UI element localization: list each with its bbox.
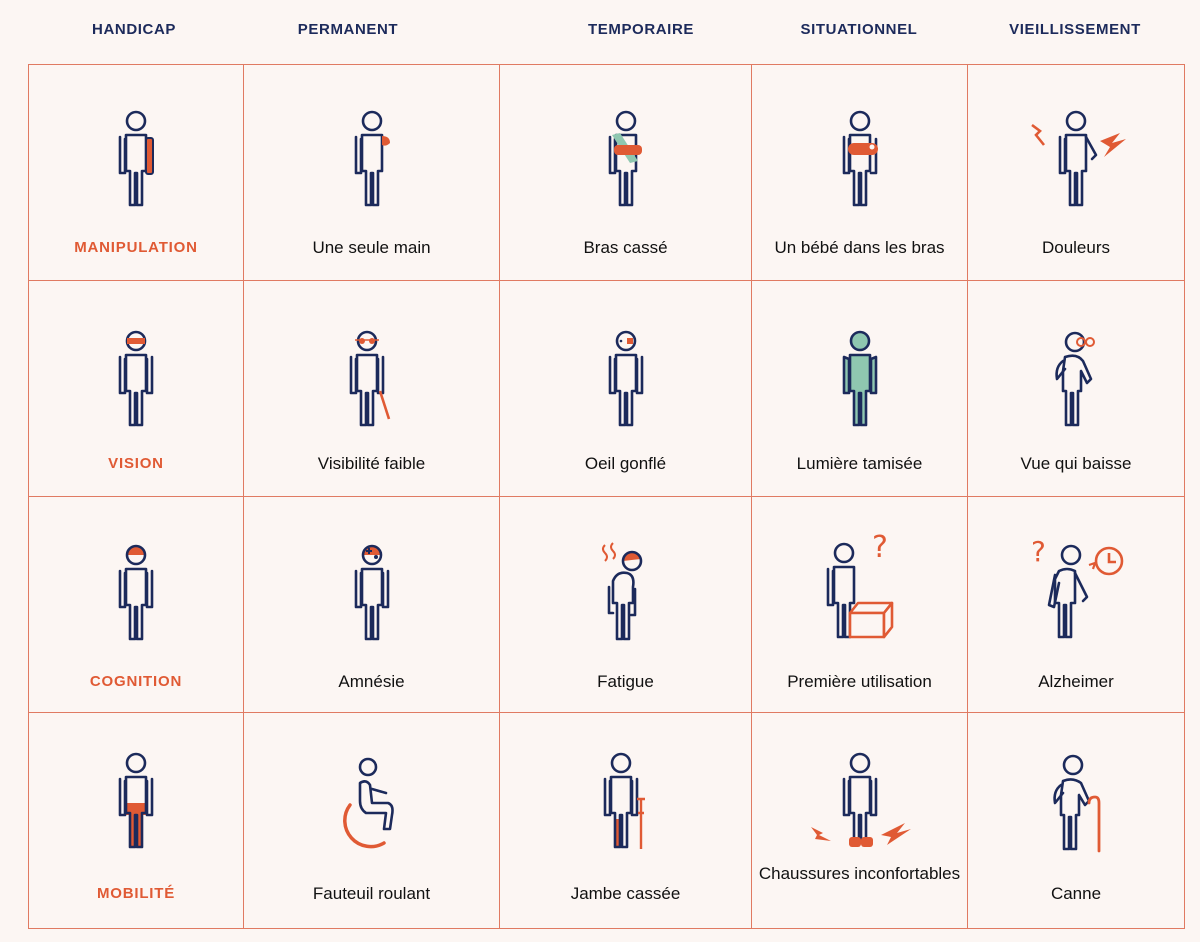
situationnel-label: Chaussures inconfortables — [758, 864, 961, 883]
cell-manipulation-category: MANIPULATION — [29, 65, 244, 281]
permanent-label: Amnésie — [338, 672, 405, 691]
permanent-label: Visibilité faible — [317, 454, 426, 473]
svg-text:?: ? — [872, 530, 888, 565]
uncomfortable-shoes-icon — [810, 752, 911, 847]
glasses-elder-icon — [1055, 331, 1095, 427]
cell-mobilite-permanent: Fauteuil roulant — [244, 713, 500, 929]
temporaire-label: Jambe cassée — [570, 884, 681, 903]
one-arm-icon — [354, 110, 390, 207]
temporaire-label: Fatigue — [597, 672, 654, 691]
cell-mobilite-situationnel: Chaussures inconfortables — [752, 713, 968, 929]
cell-vision-vieillissement: Vue qui baisse — [968, 281, 1185, 497]
temporaire-label: Bras cassé — [583, 238, 668, 257]
first-use-box-icon: ? — [826, 530, 893, 639]
vieillissement-label: Alzheimer — [1038, 672, 1114, 691]
pain-lightning-icon — [1031, 110, 1126, 207]
category-label: COGNITION — [89, 673, 183, 690]
header-temporaire: TEMPORAIRE — [587, 21, 694, 38]
wheelchair-icon — [342, 757, 394, 849]
category-label: MOBILITÉ — [96, 885, 176, 902]
cell-vision-situationnel: Lumière tamisée — [752, 281, 968, 497]
cell-vision-temporaire: Oeil gonflé — [500, 281, 752, 497]
cell-mobilite-vieillissement: Canne — [968, 713, 1185, 929]
vieillissement-label: Canne — [1050, 884, 1102, 903]
header-handicap: HANDICAP — [92, 21, 176, 38]
cell-cognition-category: COGNITION — [29, 497, 244, 713]
dim-light-icon — [842, 330, 877, 427]
disability-grid: MANIPULATION Une seule main Bras cassé — [28, 64, 1185, 929]
baby-in-arms-icon — [842, 110, 878, 207]
situationnel-label: Un bébé dans les bras — [774, 238, 945, 257]
fatigue-icon — [601, 542, 642, 641]
alzheimer-clock-icon: ? — [1031, 535, 1124, 639]
broken-arm-icon — [608, 110, 642, 207]
vieillissement-label: Douleurs — [1041, 238, 1111, 257]
legs-highlight-icon — [118, 752, 154, 849]
svg-text:?: ? — [1031, 535, 1046, 568]
cell-manipulation-vieillissement: Douleurs — [968, 65, 1185, 281]
blind-cane-icon — [349, 330, 390, 427]
cell-manipulation-temporaire: Bras cassé — [500, 65, 752, 281]
amnesia-icon — [354, 544, 389, 641]
category-label: VISION — [108, 455, 164, 472]
cell-cognition-vieillissement: ? Alzheimer — [968, 497, 1185, 713]
eyes-highlight-icon — [118, 330, 154, 427]
header-vieillissement: VIEILLISSEMENT — [1009, 21, 1141, 38]
cane-elder-icon — [1053, 754, 1101, 853]
cell-manipulation-situationnel: Un bébé dans les bras — [752, 65, 968, 281]
permanent-label: Fauteuil roulant — [312, 884, 431, 903]
situationnel-label: Première utilisation — [787, 672, 932, 691]
category-label: MANIPULATION — [74, 239, 198, 256]
broken-leg-crutch-icon — [603, 752, 645, 849]
vieillissement-label: Vue qui baisse — [1020, 454, 1132, 473]
arm-highlight-icon — [118, 110, 154, 207]
header-permanent: PERMANENT — [297, 21, 399, 38]
permanent-label: Une seule main — [312, 238, 431, 257]
header-situationnel: SITUATIONNEL — [800, 21, 918, 38]
head-highlight-icon — [118, 544, 154, 641]
cell-mobilite-category: MOBILITÉ — [29, 713, 244, 929]
cell-cognition-temporaire: Fatigue — [500, 497, 752, 713]
cell-mobilite-temporaire: Jambe cassée — [500, 713, 752, 929]
cell-cognition-situationnel: ? Première utilisation — [752, 497, 968, 713]
situationnel-label: Lumière tamisée — [796, 454, 923, 473]
cell-cognition-permanent: Amnésie — [244, 497, 500, 713]
temporaire-label: Oeil gonflé — [584, 454, 667, 473]
swollen-eye-icon — [608, 330, 643, 427]
cell-vision-permanent: Visibilité faible — [244, 281, 500, 497]
cell-vision-category: VISION — [29, 281, 244, 497]
cell-manipulation-permanent: Une seule main — [244, 65, 500, 281]
